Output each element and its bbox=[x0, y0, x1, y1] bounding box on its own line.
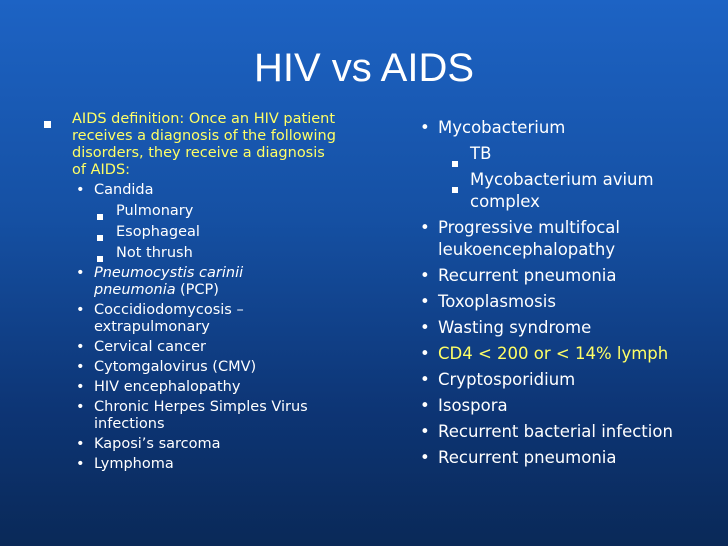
item-text: CD4 < 200 or < 14% lymph bbox=[438, 344, 669, 363]
right-column: • Mycobacterium TB Mycobacterium avium co… bbox=[420, 113, 720, 469]
bullet bbox=[97, 250, 103, 267]
list-item: • Progressive multifocal leukoencephalopa… bbox=[420, 217, 720, 261]
sub-list: Pulmonary Esophageal Not thrush bbox=[94, 203, 339, 262]
item-text: Cryptosporidium bbox=[438, 370, 576, 389]
item-text: Pulmonary bbox=[116, 203, 194, 219]
item-text: AIDS definition: Once an HIV patient rec… bbox=[72, 111, 336, 178]
list-item: AIDS definition: Once an HIV patient rec… bbox=[44, 111, 339, 473]
bullet-list: • Mycobacterium TB Mycobacterium avium co… bbox=[420, 117, 720, 469]
bullet: • bbox=[420, 118, 430, 137]
bullet: • bbox=[420, 318, 430, 337]
square-bullet bbox=[97, 256, 103, 262]
list-item: • Kaposi’s sarcoma bbox=[72, 436, 339, 453]
list-item: Esophageal bbox=[94, 224, 339, 241]
bullet: • bbox=[420, 448, 430, 467]
bullet: • bbox=[76, 436, 85, 452]
item-text: Progressive multifocal leukoencephalopat… bbox=[438, 218, 620, 259]
bullet: • bbox=[420, 344, 430, 363]
list-item: • Candida Pulmonary Esophageal Not thrush bbox=[72, 182, 339, 262]
sub-list: TB Mycobacterium avium complex bbox=[438, 143, 720, 213]
item-text: HIV encephalopathy bbox=[94, 379, 241, 395]
item-text: Recurrent pneumonia bbox=[438, 448, 617, 467]
list-item: • Recurrent bacterial infection bbox=[420, 421, 720, 443]
bullet: • bbox=[76, 339, 85, 355]
bullet bbox=[97, 229, 103, 246]
bullet: • bbox=[76, 399, 85, 415]
list-item: • Cytomgalovirus (CMV) bbox=[72, 359, 339, 376]
list-item: • CD4 < 200 or < 14% lymph bbox=[420, 343, 720, 365]
list-item: Mycobacterium avium complex bbox=[438, 169, 720, 213]
list-item: • Pneumocystis carinii pneumonia (PCP) bbox=[72, 265, 339, 299]
left-column: AIDS definition: Once an HIV patient rec… bbox=[44, 111, 339, 473]
bullet: • bbox=[76, 302, 85, 318]
bullet: • bbox=[420, 292, 430, 311]
item-text: Toxoplasmosis bbox=[438, 292, 556, 311]
list-item: • Cryptosporidium bbox=[420, 369, 720, 391]
list-item: TB bbox=[438, 143, 720, 167]
list-item: • Coccidiodomycosis – extrapulmonary bbox=[72, 302, 339, 336]
list-item: Pulmonary bbox=[94, 203, 339, 220]
list-item: • Mycobacterium TB Mycobacterium avium co… bbox=[420, 117, 720, 213]
bullet bbox=[97, 208, 103, 225]
item-text: Candida bbox=[94, 182, 154, 198]
list-item: • Isospora bbox=[420, 395, 720, 417]
list-item: • Recurrent pneumonia bbox=[420, 265, 720, 287]
bullet bbox=[452, 151, 458, 173]
list-item: • Wasting syndrome bbox=[420, 317, 720, 339]
square-bullet bbox=[452, 187, 458, 193]
square-bullet bbox=[97, 214, 103, 220]
item-text: Not thrush bbox=[116, 245, 193, 261]
bullet: • bbox=[76, 359, 85, 375]
item-text: Lymphoma bbox=[94, 456, 174, 472]
item-text: Cervical cancer bbox=[94, 339, 207, 355]
item-text: Wasting syndrome bbox=[438, 318, 592, 337]
square-bullet bbox=[452, 161, 458, 167]
item-text: Kaposi’s sarcoma bbox=[94, 436, 221, 452]
item-text: Recurrent pneumonia bbox=[438, 266, 617, 285]
item-text: (PCP) bbox=[179, 282, 219, 298]
item-text: Mycobacterium bbox=[438, 118, 566, 137]
list-item: • Lymphoma bbox=[72, 456, 339, 473]
list-item: • Cervical cancer bbox=[72, 339, 339, 356]
item-text: TB bbox=[470, 144, 492, 163]
slide-title: HIV vs AIDS bbox=[253, 46, 475, 90]
list-item: Not thrush bbox=[94, 245, 339, 262]
square-bullet bbox=[44, 121, 51, 128]
item-text: Coccidiodomycosis – extrapulmonary bbox=[94, 302, 244, 335]
list-item: • Chronic Herpes Simples Virus infections bbox=[72, 399, 339, 433]
bullet: • bbox=[420, 396, 430, 415]
item-text-italic: Pneumocystis carinii pneumonia bbox=[94, 265, 244, 298]
bullet bbox=[44, 116, 51, 133]
square-bullet bbox=[97, 235, 103, 241]
list-item: • HIV encephalopathy bbox=[72, 379, 339, 396]
bullet: • bbox=[420, 266, 430, 285]
item-text: Cytomgalovirus (CMV) bbox=[94, 359, 257, 375]
item-text: Isospora bbox=[438, 396, 508, 415]
bullet: • bbox=[420, 422, 430, 441]
item-text: Mycobacterium avium complex bbox=[470, 170, 654, 211]
bullet: • bbox=[76, 379, 85, 395]
bullet: • bbox=[76, 265, 85, 281]
bullet: • bbox=[420, 370, 430, 389]
list-item: • Recurrent pneumonia bbox=[420, 447, 720, 469]
sub-list: • Candida Pulmonary Esophageal Not thrush… bbox=[72, 182, 339, 473]
bullet-list: AIDS definition: Once an HIV patient rec… bbox=[44, 111, 339, 473]
item-text: Esophageal bbox=[116, 224, 200, 240]
item-text: Recurrent bacterial infection bbox=[438, 422, 673, 441]
bullet: • bbox=[76, 182, 85, 198]
item-text: Chronic Herpes Simples Virus infections bbox=[94, 399, 308, 432]
bullet bbox=[452, 177, 458, 199]
list-item: • Toxoplasmosis bbox=[420, 291, 720, 313]
bullet: • bbox=[420, 218, 430, 237]
bullet: • bbox=[76, 456, 85, 472]
